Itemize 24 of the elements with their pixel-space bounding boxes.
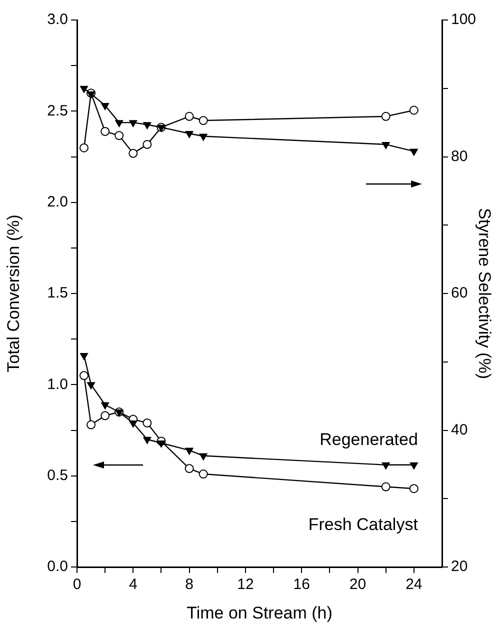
y-tick-label: 2.5 bbox=[47, 102, 68, 120]
x-tick-label: 20 bbox=[349, 576, 366, 594]
x-tick-label: 24 bbox=[406, 576, 422, 594]
y2-tick-label: 60 bbox=[451, 284, 468, 302]
series-label: Regenerated bbox=[320, 430, 418, 450]
y-tick-label: 0.0 bbox=[47, 558, 68, 576]
x-tick-label: 12 bbox=[237, 576, 254, 594]
y-tick-label: 0.5 bbox=[47, 466, 68, 484]
y2-tick-label: 40 bbox=[451, 421, 468, 438]
x-tick-label: 8 bbox=[185, 576, 194, 594]
y2-tick-label: 80 bbox=[451, 148, 468, 165]
series-label: Fresh Catalyst bbox=[308, 514, 418, 534]
x-tick-label: 0 bbox=[72, 576, 82, 594]
y2-axis-title: Styrene Selectivity (%) bbox=[475, 208, 494, 379]
y2-tick-label: 100 bbox=[451, 11, 476, 28]
y-axis-title: Total Conversion (%) bbox=[4, 214, 23, 372]
x-axis-title: Time on Stream (h) bbox=[186, 603, 332, 622]
x-tick-label: 16 bbox=[293, 576, 310, 594]
y2-tick-label: 20 bbox=[451, 558, 468, 576]
y-tick-label: 1.0 bbox=[47, 376, 68, 393]
y-tick-label: 3.0 bbox=[47, 11, 68, 28]
y-tick-label: 1.5 bbox=[47, 284, 68, 302]
x-tick-label: 4 bbox=[128, 576, 138, 594]
y-tick-label: 2.0 bbox=[47, 193, 68, 210]
